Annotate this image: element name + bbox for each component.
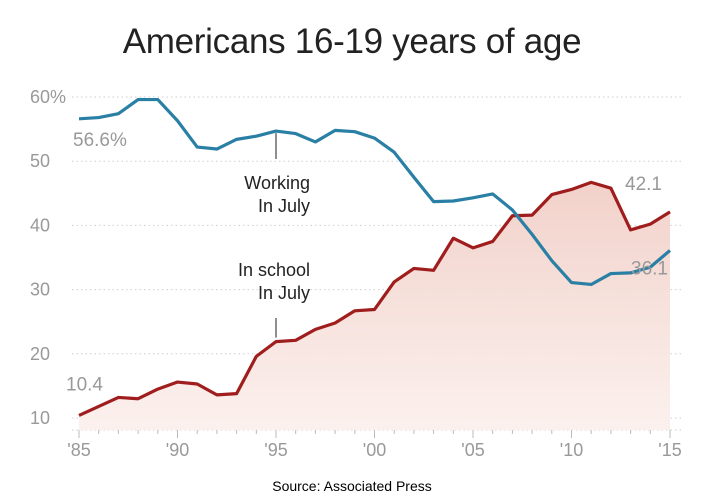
y-tick-label: 40 xyxy=(30,215,50,235)
annotation-in-school: In July xyxy=(258,283,310,303)
series-line-in-school xyxy=(78,180,671,417)
annotation-layer: 56.6% 36.1 10.4 42.1 Working In July In school… xyxy=(66,130,668,396)
x-tick-label: '00 xyxy=(363,440,386,460)
y-tick-label: 60% xyxy=(30,87,66,107)
in-school-area xyxy=(79,182,670,430)
x-tick-label: '90 xyxy=(166,440,189,460)
x-axis: '85 '90 '95 '00 '05 '10 '15 xyxy=(67,429,684,460)
series-line-working xyxy=(78,97,672,287)
x-tick-label: '85 xyxy=(67,440,90,460)
data-label: 42.1 xyxy=(625,174,662,195)
y-tick-label: 10 xyxy=(30,408,50,428)
data-label: 36.1 xyxy=(631,258,668,279)
y-tick-label: 50 xyxy=(30,151,50,171)
y-axis: 10 20 30 40 50 60% xyxy=(30,87,66,428)
annotation-in-school: In school xyxy=(238,260,310,280)
annotation-working: Working xyxy=(244,173,310,193)
chart-title: Americans 16-19 years of age xyxy=(122,22,582,61)
data-label: 56.6% xyxy=(73,130,127,151)
annotation-working: In July xyxy=(258,196,310,216)
source-note: Source: Associated Press xyxy=(272,478,432,494)
area-layer xyxy=(79,182,670,430)
x-tick-label: '10 xyxy=(560,440,583,460)
x-tick-label: '15 xyxy=(658,440,681,460)
y-tick-label: 30 xyxy=(30,280,50,300)
y-tick-label: 20 xyxy=(30,344,50,364)
data-label: 10.4 xyxy=(66,374,103,395)
series-layer xyxy=(78,97,672,417)
line-chart: 10 20 30 40 50 60% '85 '90 '95 '00 '05 '10 '15 56.6… xyxy=(30,87,684,460)
x-tick-label: '95 xyxy=(264,440,287,460)
x-tick-label: '05 xyxy=(461,440,484,460)
